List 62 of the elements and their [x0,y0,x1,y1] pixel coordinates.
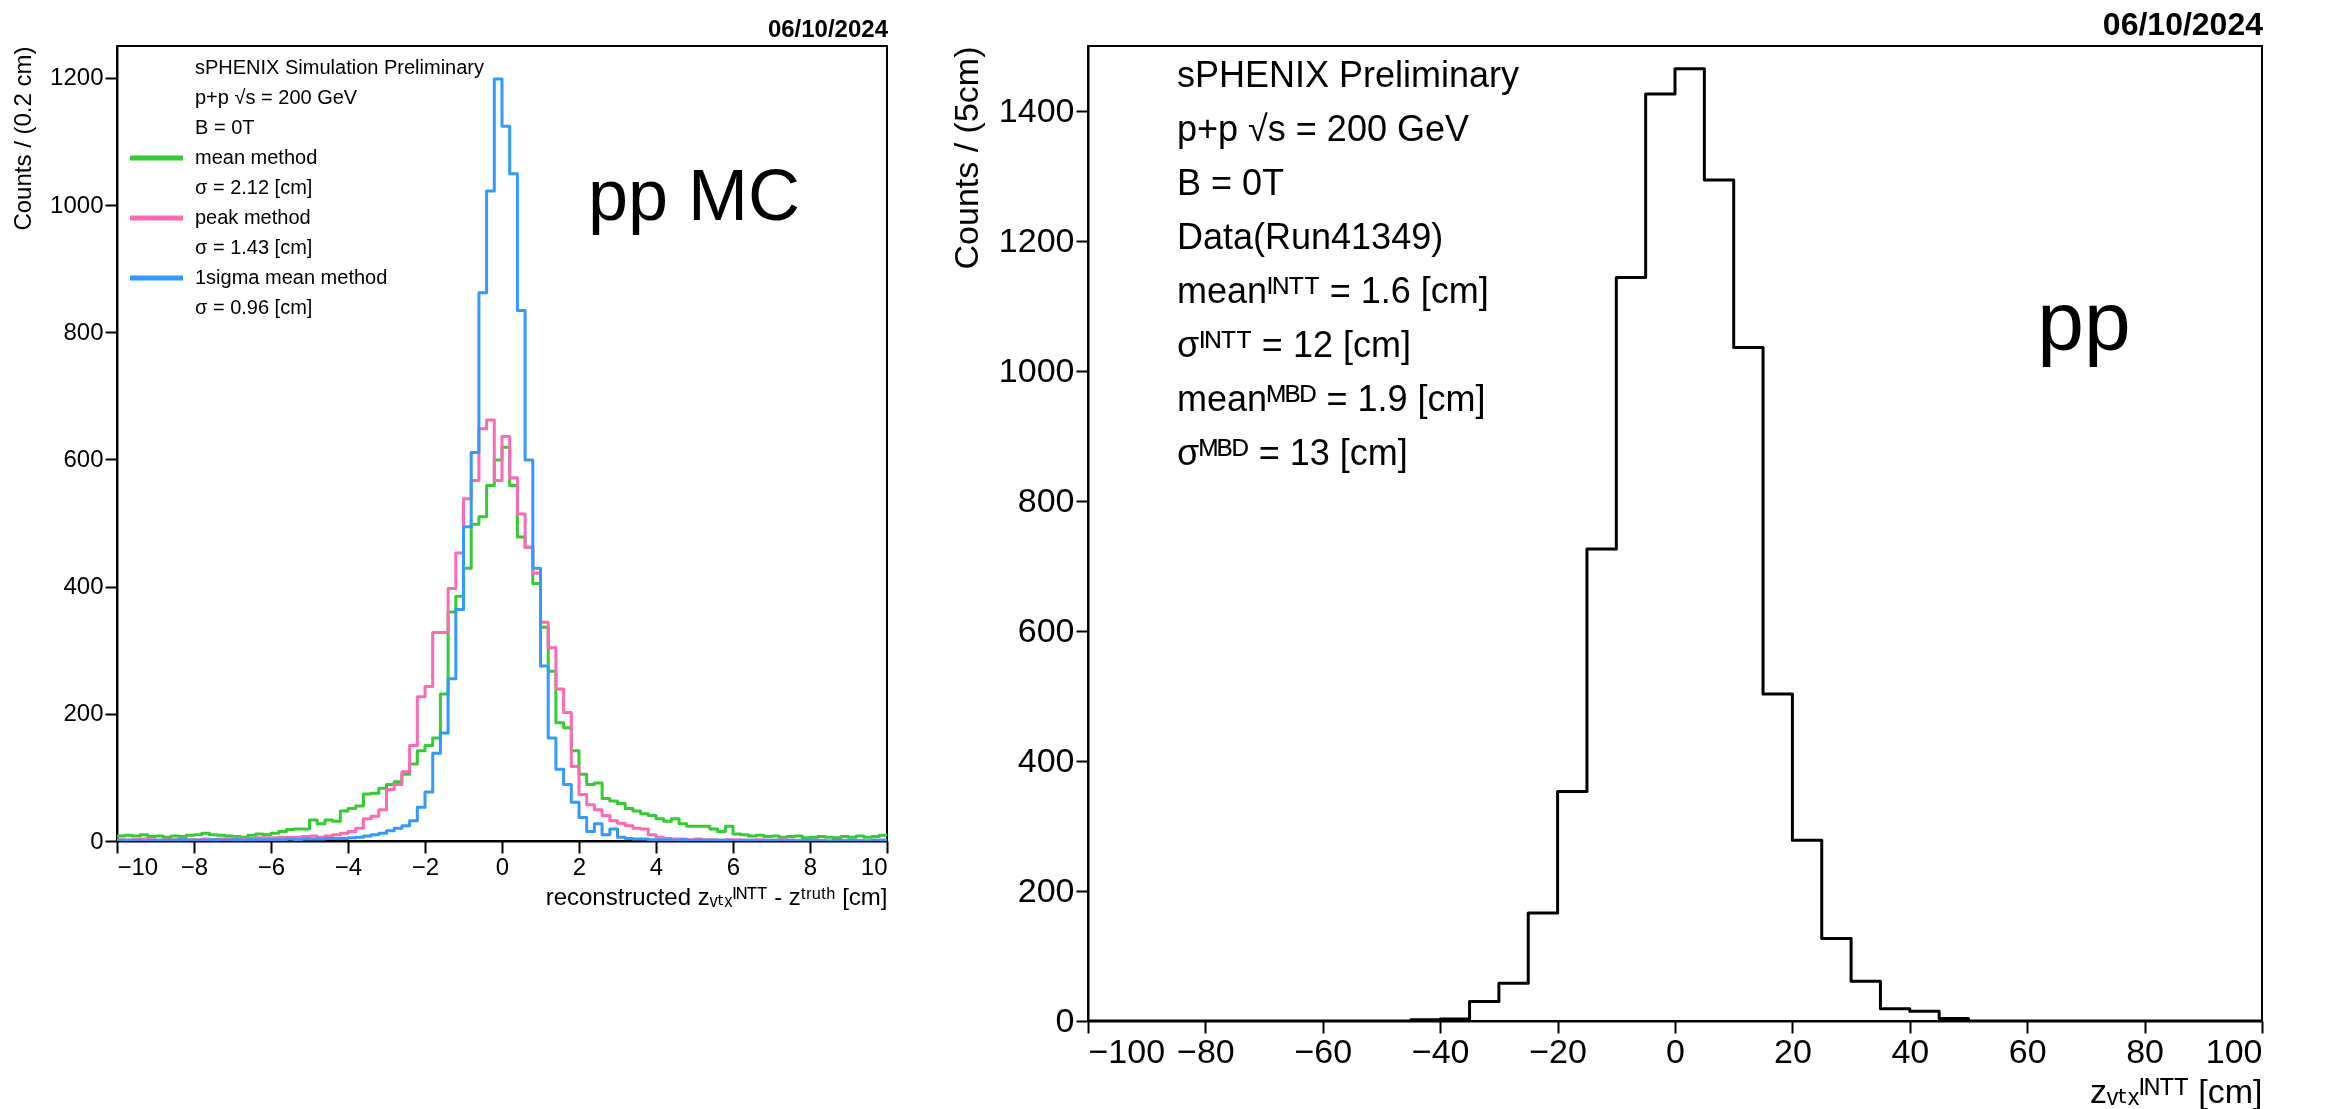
legend-label: mean method [195,146,318,168]
y-tick-label: 1000 [998,350,1075,389]
y-tick-label: 200 [63,699,104,727]
chart-title: 06/10/2024 [2102,6,2264,42]
annotation: p+p √s = 200 GeV [1177,108,1469,149]
x-tick-label: −20 [1529,1031,1587,1070]
x-tick-label: 4 [649,852,664,880]
x-tick-label: 100 [2205,1031,2263,1070]
annotation: pp MC [587,155,801,235]
annotation: sPHENIX Preliminary [1177,54,1520,95]
x-tick-label: −6 [257,852,286,880]
legend-label: 1sigma mean method [195,266,388,288]
annotation: σ = 2.12 [cm] [195,176,313,198]
x-tick-label: 6 [726,852,741,880]
x-tick-label: −80 [1177,1031,1235,1070]
y-tick-label: 400 [63,572,104,600]
annotation: Data(Run41349) [1177,216,1444,257]
y-tick-label: 1400 [998,90,1075,129]
legend-label: peak method [195,206,311,228]
x-tick-label: 80 [2126,1031,2165,1070]
x-tick-label: 40 [1891,1031,1930,1070]
y-axis-title: Counts / (0.2 cm) [9,46,37,231]
annotation: pp [2037,274,2131,368]
x-tick-label: 60 [2008,1031,2047,1070]
chart-title: 06/10/2024 [767,15,889,42]
x-tick-label: −8 [180,852,209,880]
y-axis-title: Counts / (5cm) [946,46,985,270]
annotation: meanᴵᴺᵀᵀ = 1.6 [cm] [1177,270,1489,311]
x-tick-label: 0 [1666,1031,1685,1070]
annotation: σᴵᴺᵀᵀ = 12 [cm] [1177,324,1411,365]
annotation: B = 0T [1177,162,1285,203]
x-tick-label: 0 [495,852,510,880]
x-tick-label: −10 [117,852,159,880]
y-tick-label: 400 [1017,740,1075,779]
y-tick-label: 1000 [50,190,104,218]
y-tick-label: 800 [63,317,104,345]
x-tick-label: −40 [1411,1031,1470,1070]
x-tick-label: 20 [1773,1031,1812,1070]
x-tick-label: −100 [1088,1031,1166,1070]
y-tick-label: 800 [1017,480,1075,519]
x-tick-label: 8 [803,852,818,880]
y-tick-label: 0 [1055,1000,1075,1039]
annotation: B = 0T [195,116,255,138]
x-tick-label: 2 [572,852,587,880]
x-tick-label: −4 [334,852,363,880]
y-tick-label: 200 [1017,870,1075,909]
y-tick-label: 0 [90,826,104,854]
x-tick-label: −2 [411,852,440,880]
annotation: meanᴹᴮᴰ = 1.9 [cm] [1177,378,1486,419]
x-tick-label: 10 [860,852,888,880]
annotation: σ = 1.43 [cm] [195,236,313,258]
y-tick-label: 1200 [998,220,1075,259]
y-tick-label: 1200 [50,63,104,91]
y-tick-label: 600 [1017,610,1075,649]
annotation: σᴹᴮᴰ = 13 [cm] [1177,432,1408,473]
annotation: σ = 0.96 [cm] [195,296,313,318]
y-tick-label: 600 [63,444,104,472]
annotation: p+p √s = 200 GeV [195,86,358,108]
annotation: sPHENIX Simulation Preliminary [195,56,484,78]
x-axis-title: reconstructed zᵥₜₓᴵᴺᵀᵀ - zᵗʳᵘᵗʰ [cm] [545,882,888,910]
x-axis-title: zᵥₜₓᴵᴺᵀᵀ [cm] [2090,1071,2263,1109]
x-tick-label: −60 [1294,1031,1353,1070]
